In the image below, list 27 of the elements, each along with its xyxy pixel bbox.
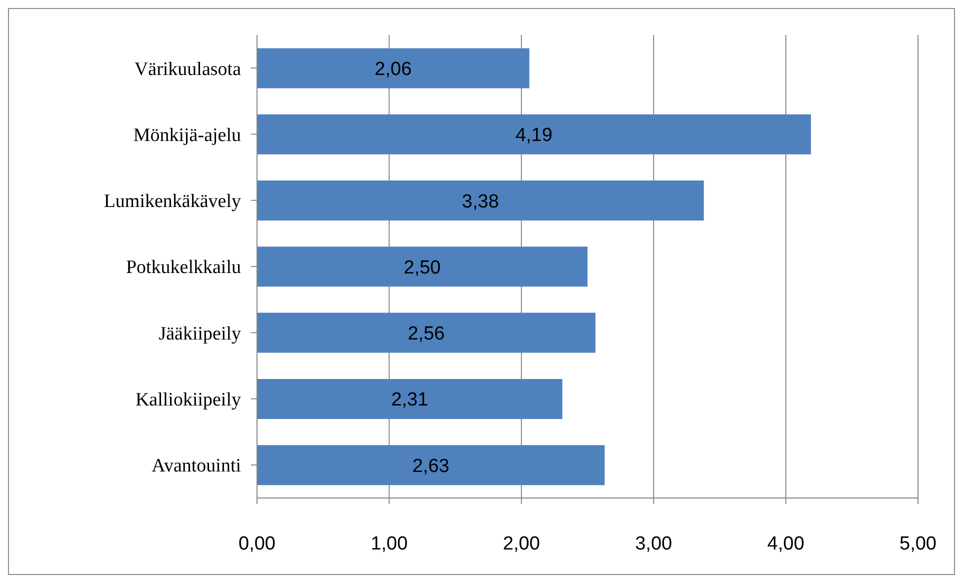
x-tick-label: 5,00 xyxy=(900,533,936,554)
bar xyxy=(257,114,811,154)
bar xyxy=(257,445,605,486)
data-label: 4,19 xyxy=(515,125,552,146)
data-label: 2,06 xyxy=(374,58,412,80)
y-tick-label: Värikuulasota xyxy=(134,58,242,80)
y-tick-label: Jääkiipeily xyxy=(158,323,242,344)
y-tick-label: Potkukelkkailu xyxy=(126,257,242,278)
bar xyxy=(257,246,588,287)
data-label: 2,50 xyxy=(404,257,441,278)
data-label: 2,56 xyxy=(408,324,445,345)
data-label: 2,63 xyxy=(412,456,450,477)
x-tick-label: 2,00 xyxy=(502,533,540,554)
bar xyxy=(257,48,530,88)
bar xyxy=(257,180,704,221)
y-tick-label: Mönkijä-ajelu xyxy=(133,124,242,146)
x-tick-label: 4,00 xyxy=(767,533,804,554)
y-tick-label: Avantouinti xyxy=(152,456,241,477)
x-tick-label: 3,00 xyxy=(635,533,672,554)
x-tick-label: 1,00 xyxy=(370,533,408,554)
data-label: 2,31 xyxy=(391,390,428,411)
bar xyxy=(257,378,562,419)
bar xyxy=(257,312,596,353)
x-tick-label: 0,00 xyxy=(238,533,276,554)
y-tick-label: Lumikenkäkävely xyxy=(104,191,242,212)
data-label: 3,38 xyxy=(462,191,499,212)
y-tick-label: Kalliokiipeily xyxy=(135,390,242,411)
